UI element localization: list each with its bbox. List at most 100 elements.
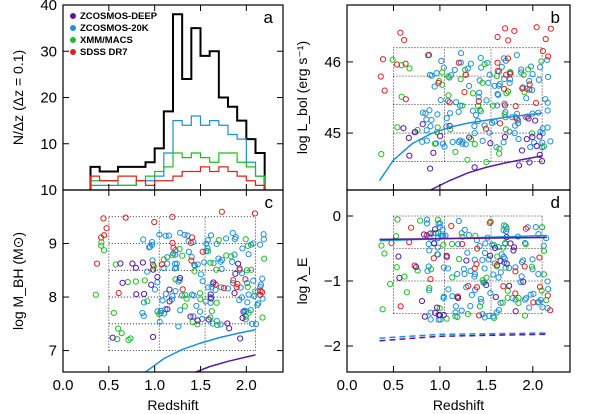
point-zcosmos-20k xyxy=(171,260,179,267)
point-xmm-macs xyxy=(378,242,385,249)
point-xmm-macs xyxy=(208,308,215,315)
point-zcosmos-20k xyxy=(252,321,260,328)
point-sdss-dr7 xyxy=(402,96,409,103)
point-xmm-macs xyxy=(434,124,441,131)
point-zcosmos-20k xyxy=(427,309,434,316)
point-zcosmos-20k xyxy=(435,220,442,227)
point-xmm-macs xyxy=(502,126,509,133)
histogram-total xyxy=(89,13,266,190)
point-sdss-dr7 xyxy=(377,73,384,80)
point-zcosmos-20k xyxy=(423,220,431,227)
point-sdss-dr7 xyxy=(425,51,433,59)
point-sdss-dr7 xyxy=(230,277,237,284)
y-tick-label: 10 xyxy=(40,136,57,153)
point-sdss-dr7 xyxy=(388,240,395,247)
point-zcosmos-deep xyxy=(431,226,439,233)
point-zcosmos-20k xyxy=(172,287,179,295)
point-xmm-macs xyxy=(403,289,411,296)
point-zcosmos-20k xyxy=(485,79,492,86)
point-sdss-dr7 xyxy=(402,60,409,67)
point-zcosmos-20k xyxy=(485,256,492,263)
limit-curve xyxy=(195,354,256,373)
y-tick-label: 7 xyxy=(49,343,57,360)
point-zcosmos-20k xyxy=(446,110,454,117)
point-sdss-dr7 xyxy=(505,37,512,44)
point-zcosmos-20k xyxy=(530,139,538,146)
point-sdss-dr7 xyxy=(218,208,225,215)
point-zcosmos-20k xyxy=(154,279,161,286)
point-zcosmos-20k xyxy=(491,82,498,89)
point-zcosmos-deep xyxy=(109,334,116,341)
point-zcosmos-20k xyxy=(218,256,226,264)
point-zcosmos-20k xyxy=(446,74,453,81)
point-zcosmos-20k xyxy=(218,265,225,273)
point-zcosmos-deep xyxy=(119,279,126,286)
point-xmm-macs xyxy=(223,252,230,259)
point-sdss-dr7 xyxy=(455,59,462,66)
point-zcosmos-20k xyxy=(461,270,468,278)
point-sdss-dr7 xyxy=(494,67,501,75)
x-tick-label: 0.0 xyxy=(337,377,358,394)
point-zcosmos-deep xyxy=(536,151,543,158)
y-axis-label: log M_BH (M⊙) xyxy=(10,232,26,330)
point-xmm-macs xyxy=(381,250,388,257)
point-xmm-macs xyxy=(207,314,214,321)
point-zcosmos-deep xyxy=(518,147,526,154)
point-zcosmos-20k xyxy=(224,285,232,292)
point-zcosmos-20k xyxy=(459,140,466,147)
point-zcosmos-20k xyxy=(514,117,522,124)
point-xmm-macs xyxy=(181,303,189,310)
legend-label: ZCOSMOS-DEEP xyxy=(80,11,158,22)
point-sdss-dr7 xyxy=(379,56,387,63)
point-zcosmos-20k xyxy=(149,257,156,264)
point-zcosmos-20k xyxy=(257,241,264,248)
point-xmm-macs xyxy=(538,287,545,294)
point-xmm-macs xyxy=(522,241,529,248)
point-zcosmos-20k xyxy=(193,302,200,310)
point-xmm-macs xyxy=(213,299,220,306)
point-xmm-macs xyxy=(261,255,268,262)
point-zcosmos-20k xyxy=(461,226,468,233)
point-zcosmos-20k xyxy=(242,316,249,323)
point-zcosmos-20k xyxy=(426,107,433,114)
point-zcosmos-20k xyxy=(165,232,173,239)
point-zcosmos-20k xyxy=(177,229,184,236)
point-zcosmos-20k xyxy=(478,64,485,71)
point-xmm-macs xyxy=(426,284,433,292)
point-sdss-dr7 xyxy=(530,299,537,306)
point-xmm-macs xyxy=(259,314,266,321)
point-sdss-dr7 xyxy=(397,29,404,36)
point-sdss-dr7 xyxy=(158,261,166,268)
point-zcosmos-20k xyxy=(205,284,212,291)
point-zcosmos-20k xyxy=(239,245,246,252)
point-xmm-macs xyxy=(213,266,220,273)
point-xmm-macs xyxy=(393,232,400,240)
point-zcosmos-20k xyxy=(460,265,468,273)
point-sdss-dr7 xyxy=(547,307,554,314)
point-xmm-macs xyxy=(479,79,486,86)
point-xmm-macs xyxy=(464,156,471,163)
x-tick-label: 0.5 xyxy=(98,377,119,394)
point-xmm-macs xyxy=(459,102,466,109)
x-axis-label: Redshift xyxy=(433,397,484,413)
point-zcosmos-20k xyxy=(203,240,210,247)
point-zcosmos-20k xyxy=(494,102,501,109)
point-zcosmos-deep xyxy=(396,274,403,282)
point-zcosmos-20k xyxy=(517,278,524,286)
point-xmm-macs xyxy=(125,336,132,344)
point-zcosmos-deep xyxy=(208,295,215,302)
point-xmm-macs xyxy=(521,312,529,319)
point-zcosmos-deep xyxy=(176,274,184,282)
point-sdss-dr7 xyxy=(482,125,490,132)
point-xmm-macs xyxy=(110,309,117,317)
point-zcosmos-deep xyxy=(150,266,157,273)
point-sdss-dr7 xyxy=(503,71,510,78)
point-zcosmos-20k xyxy=(453,99,460,106)
point-sdss-dr7 xyxy=(522,225,529,232)
point-sdss-dr7 xyxy=(501,85,508,93)
x-tick-label: 2.0 xyxy=(522,377,543,394)
point-zcosmos-20k xyxy=(495,306,502,314)
point-zcosmos-20k xyxy=(218,284,225,291)
point-xmm-macs xyxy=(504,287,511,294)
x-tick-label: 2.0 xyxy=(236,377,257,394)
